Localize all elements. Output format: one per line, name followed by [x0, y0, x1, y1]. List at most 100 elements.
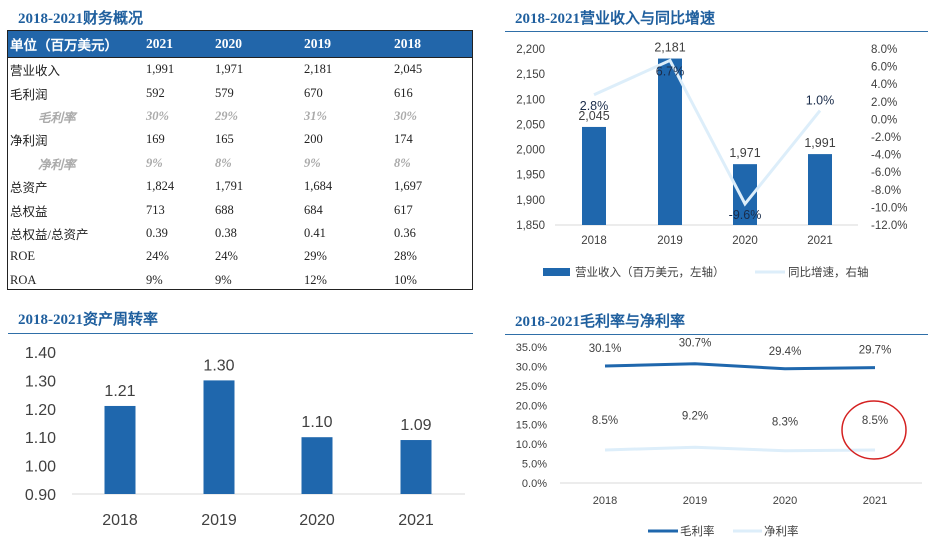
- divider: [505, 31, 928, 32]
- header-2020: 2020: [215, 36, 242, 51]
- cell-value: 1,991: [146, 62, 175, 77]
- y-tick-right: 8.0%: [871, 44, 897, 56]
- line-data-label: 29.7%: [859, 345, 892, 357]
- cell-value: 9%: [215, 272, 232, 287]
- turnover-bar: [104, 405, 136, 494]
- x-tick: 2020: [732, 235, 758, 247]
- x-tick: 2019: [657, 235, 683, 247]
- x-tick: 2018: [593, 495, 617, 507]
- header-2019: 2019: [304, 36, 331, 51]
- x-tick: 2018: [102, 512, 138, 529]
- x-tick: 2020: [299, 512, 335, 529]
- cell-value: 174: [394, 132, 413, 147]
- bar-data-label: 1.10: [301, 414, 332, 431]
- row-label: ROE: [10, 249, 35, 264]
- cell-value: 28%: [394, 249, 417, 264]
- cell-value: 165: [215, 132, 234, 147]
- cell-value: 0.39: [146, 225, 168, 240]
- y-tick-right: 6.0%: [871, 62, 897, 74]
- revenue-bar: [658, 58, 682, 225]
- y-tick-right: -12.0%: [871, 220, 907, 232]
- row-label: 总资产: [10, 181, 48, 196]
- legend-net: 净利率: [764, 524, 799, 538]
- y-tick: 15.0%: [516, 420, 547, 432]
- x-tick: 2018: [581, 235, 607, 247]
- y-tick: 1.10: [25, 430, 56, 447]
- cell-value: 0.38: [215, 225, 237, 240]
- y-tick: 1.00: [25, 459, 56, 476]
- line-data-label: 8.3%: [772, 417, 798, 429]
- y-tick: 10.0%: [516, 439, 547, 451]
- cell-value: 29%: [304, 249, 327, 264]
- y-tick-left: 2,100: [516, 94, 545, 106]
- table-header: 单位（百万美元） 2021 2020 2019 2018: [8, 31, 472, 58]
- revenue-chart-title: 2018-2021营业收入与同比增速: [515, 11, 715, 27]
- cell-value: 1,697: [394, 179, 423, 194]
- line-data-label: 2.8%: [580, 99, 609, 113]
- header-2021: 2021: [146, 36, 173, 51]
- growth-line: [593, 58, 822, 207]
- y-tick-left: 1,900: [516, 195, 545, 207]
- table-row: ROE 24% 24% 29% 28%: [8, 245, 472, 268]
- cell-value: 616: [394, 85, 413, 100]
- cell-value: 9%: [304, 155, 321, 170]
- bar-data-label: 1.21: [104, 383, 135, 400]
- y-tick: 1.20: [25, 402, 56, 419]
- y-tick-right: -8.0%: [871, 185, 901, 197]
- line-data-label: 30.7%: [679, 338, 712, 350]
- line-data-label: -9.6%: [729, 208, 762, 222]
- cell-value: 9%: [146, 272, 163, 287]
- y-tick-right: 4.0%: [871, 79, 897, 91]
- cell-value: 29%: [215, 108, 238, 123]
- y-tick-left: 1,850: [516, 220, 545, 232]
- y-tick-right: -6.0%: [871, 167, 901, 179]
- cell-value: 1,971: [215, 62, 244, 77]
- bar-data-label: 1.09: [400, 417, 431, 434]
- table-row: 总权益 713 688 684 617: [8, 198, 472, 221]
- bar-data-label: 2,181: [654, 41, 685, 55]
- table-row: 总权益/总资产 0.39 0.38 0.41 0.36: [8, 222, 472, 245]
- cell-value: 169: [146, 132, 165, 147]
- header-2018: 2018: [394, 36, 421, 51]
- line-data-label: 30.1%: [589, 343, 622, 355]
- revenue-bar: [808, 154, 832, 225]
- y-tick-left: 2,050: [516, 119, 545, 131]
- turnover-bar: [301, 437, 333, 494]
- y-tick: 25.0%: [516, 381, 547, 393]
- table-row: 净利润 169 165 200 174: [8, 128, 472, 151]
- row-label: 净利润: [10, 134, 48, 149]
- table-row: ROA 9% 9% 12% 10%: [8, 269, 472, 292]
- table-row: 总资产 1,824 1,791 1,684 1,697: [8, 175, 472, 198]
- cell-value: 684: [304, 202, 323, 217]
- y-tick: 0.90: [25, 487, 56, 504]
- legend-bar-swatch: [543, 268, 570, 276]
- x-tick: 2021: [398, 512, 434, 529]
- table-title: 2018-2021财务概况: [18, 11, 143, 27]
- line-data-label: 1.0%: [806, 94, 835, 108]
- cell-value: 713: [146, 202, 165, 217]
- financial-summary-table: 单位（百万美元） 2021 2020 2019 2018 营业收入 1,991 1,…: [7, 30, 473, 290]
- row-label: 总权益/总资产: [10, 227, 89, 242]
- y-tick-left: 2,150: [516, 69, 545, 81]
- x-tick: 2021: [807, 235, 833, 247]
- cell-value: 30%: [146, 108, 169, 123]
- table-row: 毛利润 592 579 670 616: [8, 81, 472, 104]
- x-tick: 2019: [201, 512, 237, 529]
- cell-value: 9%: [146, 155, 163, 170]
- cell-value: 2,045: [394, 62, 423, 77]
- cell-value: 688: [215, 202, 234, 217]
- cell-value: 0.41: [304, 225, 326, 240]
- x-tick: 2021: [863, 495, 887, 507]
- cell-value: 1,824: [146, 179, 175, 194]
- cell-value: 24%: [146, 249, 169, 264]
- y-tick-right: -10.0%: [871, 202, 907, 214]
- cell-value: 579: [215, 85, 234, 100]
- y-tick-right: -2.0%: [871, 132, 901, 144]
- y-tick: 5.0%: [522, 459, 547, 471]
- cell-value: 0.36: [394, 225, 416, 240]
- row-label: 毛利率: [38, 110, 76, 125]
- table-row: 营业收入 1,991 1,971 2,181 2,045: [8, 58, 472, 81]
- row-label: 毛利润: [10, 87, 48, 102]
- line-data-label: 9.2%: [682, 410, 708, 422]
